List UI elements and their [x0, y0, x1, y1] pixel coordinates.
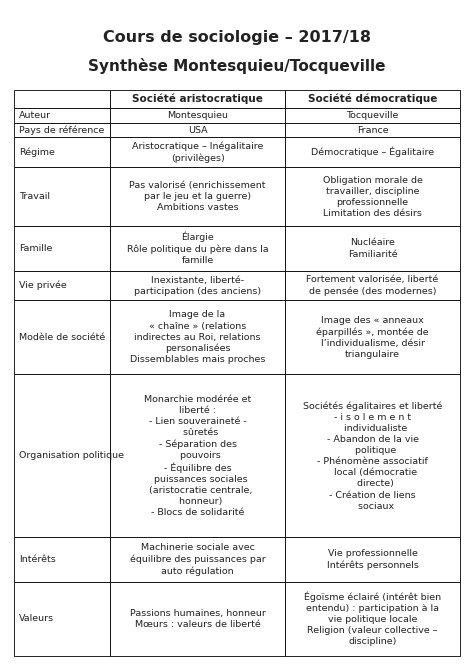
Bar [110, 123, 285, 137]
Bar [14, 375, 110, 537]
Text: Intérêts: Intérêts [19, 555, 56, 564]
Bar [14, 300, 110, 375]
Bar [14, 123, 110, 137]
Text: Élargie
Rôle politique du père dans la
famille: Élargie Rôle politique du père dans la f… [127, 232, 268, 265]
Bar [285, 226, 460, 271]
Text: Égoïsme éclairé (intérêt bien
entendu) : participation à la
vie politique locale: Égoïsme éclairé (intérêt bien entendu) :… [304, 592, 441, 647]
Text: Régime: Régime [19, 147, 55, 157]
Bar [110, 537, 285, 582]
Text: Image de la
« chaîne » (relations
indirectes au Roi, relations
personalisées
Dis: Image de la « chaîne » (relations indire… [130, 310, 265, 364]
Text: Pays de référence: Pays de référence [19, 125, 104, 135]
Bar [285, 123, 460, 137]
Bar [285, 582, 460, 656]
Bar [110, 167, 285, 226]
Text: Société aristocratique: Société aristocratique [132, 94, 263, 104]
Text: Démocratique – Égalitaire: Démocratique – Égalitaire [311, 147, 434, 157]
Bar [285, 137, 460, 167]
Text: Machinerie sociale avec
équilibre des puissances par
auto régulation: Machinerie sociale avec équilibre des pu… [130, 543, 265, 576]
Bar [285, 537, 460, 582]
Text: Aristocratique – Inégalitaire
(privilèges): Aristocratique – Inégalitaire (privilège… [132, 141, 263, 163]
Bar [14, 90, 110, 108]
Bar [14, 167, 110, 226]
Text: Société démocratique: Société démocratique [308, 94, 438, 104]
Bar [285, 375, 460, 537]
Text: Travail: Travail [19, 192, 50, 201]
Bar [285, 90, 460, 108]
Text: Tocqueville: Tocqueville [346, 111, 399, 120]
Text: USA: USA [188, 125, 207, 135]
Bar [110, 226, 285, 271]
Bar [285, 271, 460, 300]
Text: Cours de sociologie – 2017/18: Cours de sociologie – 2017/18 [103, 30, 371, 45]
Bar [110, 582, 285, 656]
Bar [14, 108, 110, 123]
Text: Famille: Famille [19, 244, 52, 253]
Bar [285, 300, 460, 375]
Text: Pas valorisé (enrichissement
par le jeu et la guerre)
Ambitions vastes: Pas valorisé (enrichissement par le jeu … [129, 181, 266, 212]
Text: Monarchie modérée et
liberté :
- Lien souveraineté -
  sûretés
- Séparation des
: Monarchie modérée et liberté : - Lien so… [143, 395, 252, 517]
Text: Organisation politique: Organisation politique [19, 452, 124, 460]
Bar [110, 375, 285, 537]
Text: Image des « anneaux
éparpillés », montée de
l’individualisme, désir
triangulaire: Image des « anneaux éparpillés », montée… [316, 316, 429, 359]
Bar [14, 271, 110, 300]
Text: Synthèse Montesquieu/Tocqueville: Synthèse Montesquieu/Tocqueville [88, 58, 386, 74]
Bar [14, 226, 110, 271]
Bar [14, 137, 110, 167]
Bar [285, 167, 460, 226]
Bar [110, 137, 285, 167]
Text: Sociétés égalitaires et liberté
- i s o l e m e n t
  individualiste
- Abandon d: Sociétés égalitaires et liberté - i s o … [303, 401, 442, 511]
Bar [14, 537, 110, 582]
Text: Inexistante, liberté-
participation (des anciens): Inexistante, liberté- participation (des… [134, 275, 261, 295]
Bar [110, 90, 285, 108]
Text: France: France [357, 125, 388, 135]
Bar [110, 271, 285, 300]
Bar [14, 582, 110, 656]
Bar [110, 108, 285, 123]
Text: Fortement valorisée, liberté
de pensée (des modernes): Fortement valorisée, liberté de pensée (… [307, 275, 439, 296]
Text: Modèle de société: Modèle de société [19, 333, 105, 342]
Text: Passions humaines, honneur
Mœurs : valeurs de liberté: Passions humaines, honneur Mœurs : valeu… [129, 609, 265, 629]
Text: Valeurs: Valeurs [19, 614, 54, 624]
Bar [285, 108, 460, 123]
Text: Vie professionnelle
Intérêts personnels: Vie professionnelle Intérêts personnels [327, 549, 419, 570]
Text: Auteur: Auteur [19, 111, 51, 120]
Text: Obligation morale de
travailler, discipline
professionnelle
Limitation des désir: Obligation morale de travailler, discipl… [323, 176, 422, 218]
Text: Nucléaire
Familiarité: Nucléaire Familiarité [348, 239, 397, 259]
Text: Vie privée: Vie privée [19, 281, 67, 290]
Bar [110, 300, 285, 375]
Text: Montesquieu: Montesquieu [167, 111, 228, 120]
